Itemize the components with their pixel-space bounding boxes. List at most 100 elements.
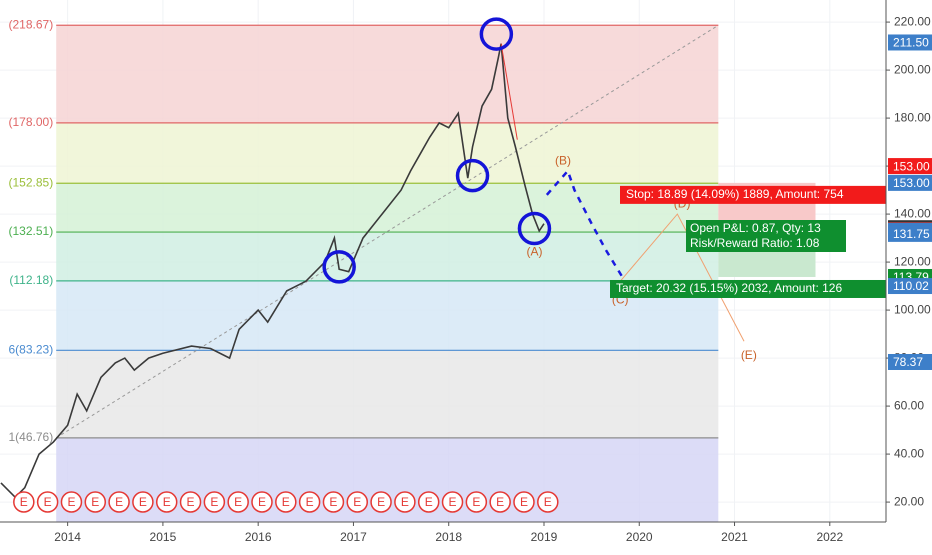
wave-label: (E): [741, 348, 757, 362]
x-tick-label: 2020: [626, 530, 653, 544]
earnings-marker: [108, 491, 130, 513]
x-tick-label: 2015: [150, 530, 177, 544]
earnings-marker: [227, 491, 249, 513]
price-tag-label: 131.75: [893, 227, 930, 241]
earnings-label: E: [20, 495, 28, 509]
fib-band: [56, 232, 719, 281]
earnings-label: E: [91, 495, 99, 509]
earnings-marker: [537, 491, 559, 513]
price-tag-label: 153.00: [893, 159, 930, 173]
y-tick-label: 120.00: [894, 254, 931, 268]
x-tick-label: 2019: [531, 530, 558, 544]
pnl-bg: [686, 220, 846, 252]
price-tag-label: 78.37: [893, 355, 923, 369]
earnings-marker: [60, 491, 83, 513]
highlight-circle: [479, 17, 514, 51]
earnings-marker: [394, 491, 416, 513]
earnings-label: E: [163, 495, 171, 509]
wave-line: [619, 213, 745, 342]
fib-label: (152.85): [9, 175, 54, 189]
earnings-label: E: [115, 495, 123, 509]
price-tag: [888, 158, 932, 175]
fib-band: [56, 280, 719, 351]
x-tick-label: 2021: [721, 530, 748, 544]
x-tick-label: 2014: [54, 530, 81, 544]
price-tag: [888, 278, 932, 295]
wave-label: (A): [526, 245, 542, 259]
earnings-marker: [298, 491, 321, 513]
earnings-marker: [84, 491, 107, 513]
fib-label: 1(46.76): [9, 430, 54, 444]
earnings-label: E: [258, 495, 266, 509]
projection: [545, 168, 627, 282]
earnings-marker: [417, 491, 440, 513]
earnings-marker: [203, 491, 226, 513]
y-tick-label: 40.00: [894, 446, 924, 460]
x-tick-label: 2018: [435, 530, 462, 544]
wave-label: (B): [555, 153, 571, 167]
peak-line: [500, 43, 518, 140]
price-tag-label: 153.00: [893, 176, 930, 190]
highlight-circle: [322, 250, 356, 284]
earnings-marker: [489, 491, 511, 513]
x-tick-label: 2016: [245, 530, 272, 544]
highlight-circle: [517, 211, 552, 246]
fib-trend: [55, 24, 719, 439]
earnings-marker: [346, 491, 369, 513]
earnings-label: E: [282, 495, 290, 509]
stop-label: Stop: 18.89 (14.09%) 1889, Amount: 754: [626, 187, 844, 201]
y-tick-label: 140.00: [894, 206, 931, 220]
y-tick-label: 200.00: [894, 62, 931, 76]
fib-label: (132.51): [9, 224, 54, 238]
price-tag: [888, 353, 932, 370]
y-tick-label: 100.00: [894, 302, 931, 316]
earnings-marker: [513, 491, 535, 513]
price-tag-label: 211.50: [893, 36, 929, 50]
fib-label: (218.67): [9, 17, 54, 31]
earnings-label: E: [520, 495, 528, 509]
x-tick-label: 2017: [340, 530, 367, 544]
fib-label: (178.00): [9, 115, 54, 129]
earnings-label: E: [67, 495, 75, 509]
highlight-circle: [455, 158, 490, 193]
earnings-marker: [441, 491, 464, 513]
earnings-marker: [13, 491, 35, 513]
earnings-label: E: [472, 495, 480, 509]
earnings-marker: [322, 491, 345, 513]
earnings-label: E: [187, 495, 195, 509]
fib-band: [56, 25, 719, 123]
fib-label: (112.18): [9, 273, 53, 287]
earnings-marker: [275, 491, 297, 513]
target-label-bg: [610, 279, 890, 298]
earnings-label: E: [544, 495, 552, 509]
earnings-marker: [36, 491, 59, 513]
earnings-marker: [370, 491, 392, 513]
x-axis-bg: [0, 522, 886, 550]
earnings-marker: [132, 491, 154, 513]
y-tick-label: 180.00: [894, 110, 931, 124]
fib-band: [56, 350, 719, 438]
price-tag: [888, 225, 932, 242]
y-tick-label: 220.00: [894, 14, 931, 28]
target-label: Target: 20.32 (15.15%) 2032, Amount: 126: [616, 281, 842, 295]
earnings-label: E: [449, 495, 457, 509]
earnings-marker: [155, 491, 178, 513]
rr-label: Risk/Reward Ratio: 1.08: [690, 236, 820, 250]
earnings-label: E: [496, 495, 504, 509]
earnings-label: E: [234, 495, 242, 509]
fib-band: [56, 122, 719, 184]
earnings-label: E: [44, 495, 52, 509]
stop-label-bg: [620, 185, 890, 204]
earnings-label: E: [210, 495, 218, 509]
earnings-label: E: [425, 495, 433, 509]
earnings-label: E: [306, 495, 314, 509]
earnings-label: E: [353, 495, 361, 509]
pnl-label: Open P&L: 0.87, Qty: 13: [690, 221, 821, 235]
price-line: [0, 43, 545, 499]
earnings-marker: [465, 491, 488, 513]
earnings-label: E: [139, 495, 147, 509]
price-tag-label: 110.02: [893, 279, 929, 293]
earnings-label: E: [401, 495, 409, 509]
y-tick-label: 20.00: [894, 494, 924, 508]
earnings-marker: [251, 491, 273, 513]
